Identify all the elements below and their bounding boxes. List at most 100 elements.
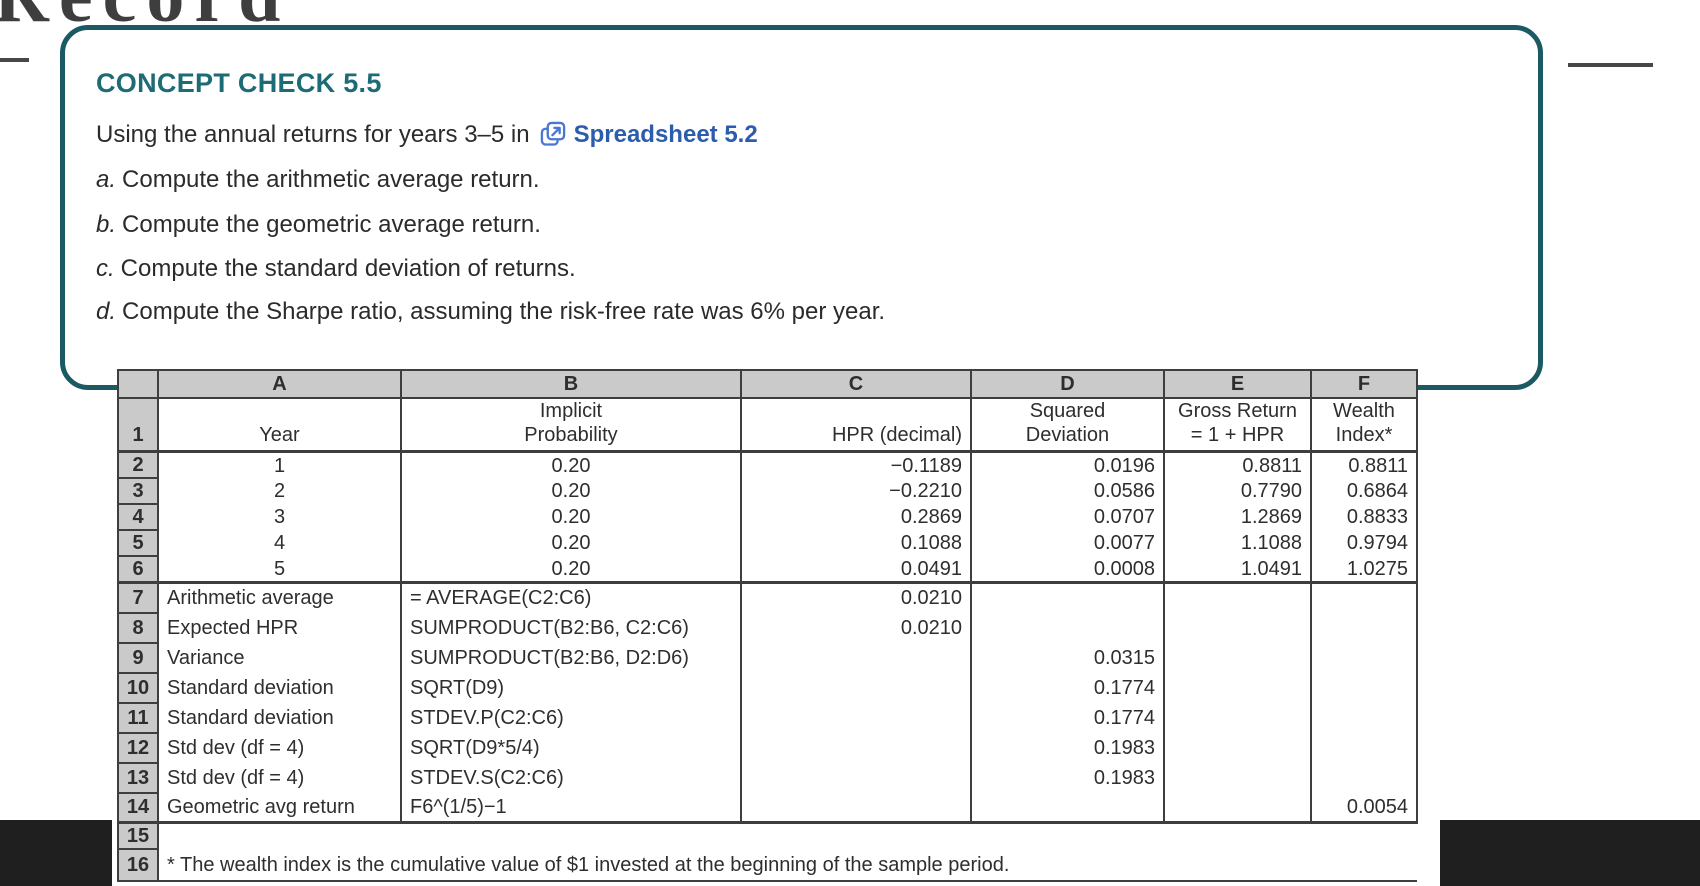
row-num-cell: 3 <box>117 477 159 505</box>
formula-cell: SQRT(D9) <box>400 672 742 703</box>
spreadsheet-5-2-link[interactable]: Spreadsheet 5.2 <box>573 121 758 148</box>
label-cell: Std dev (df = 4) <box>157 732 402 763</box>
sheet-header-row: 1 Year Implicit Probability HPR (decimal… <box>117 397 1418 453</box>
wealth-cell: 1.0275 <box>1310 556 1418 584</box>
wealth-cell: 0.8811 <box>1310 451 1418 478</box>
label-cell: Standard deviation <box>157 672 402 703</box>
col-letter-cell: A <box>157 369 402 399</box>
item-text: Compute the Sharpe ratio, assuming the r… <box>122 298 886 325</box>
hpr-cell: −0.1189 <box>740 451 972 478</box>
sheet-row: 11 Standard deviation STDEV.P(C2:C6) 0.1… <box>117 701 1418 734</box>
row-num-cell: 10 <box>117 671 159 704</box>
concept-check-title: CONCEPT CHECK 5.5 <box>96 68 382 98</box>
row-num-cell: 15 <box>117 821 159 850</box>
row-num-cell: 16 <box>117 848 159 882</box>
footnote-cell: * The wealth index is the cumulative val… <box>157 849 1417 882</box>
col-letter-cell: F <box>1310 369 1418 399</box>
item-letter: c. <box>96 255 115 282</box>
value-e-cell <box>1163 672 1312 703</box>
value-f-cell <box>1310 672 1418 703</box>
row-num-cell: 7 <box>117 581 159 614</box>
sheet-row: 15 <box>117 821 1417 850</box>
col-letter-cell: E <box>1163 369 1312 399</box>
item-letter: a. <box>96 166 117 193</box>
value-c-cell <box>740 792 972 824</box>
label-cell: Expected HPR <box>157 612 402 643</box>
value-d-cell <box>970 612 1165 643</box>
value-c-cell <box>740 732 972 763</box>
value-c-cell <box>740 702 972 733</box>
list-item-d: d. Compute the Sharpe ratio, assuming the… <box>96 298 885 326</box>
gross-header-cell: Gross Return = 1 + HPR <box>1163 398 1312 453</box>
value-f-cell <box>1310 762 1418 793</box>
label-cell: Arithmetic average <box>157 582 402 613</box>
gross-cell: 1.0491 <box>1163 556 1312 584</box>
value-e-cell <box>1163 792 1312 824</box>
gross-cell: 1.1088 <box>1163 530 1312 556</box>
year-cell: 1 <box>157 451 402 478</box>
sheet-row: 10 Standard deviation SQRT(D9) 0.1774 <box>117 671 1418 704</box>
sqdev-cell: 0.0707 <box>970 504 1165 530</box>
sheet-row: 6 5 0.20 0.0491 0.0008 1.0491 1.0275 <box>117 555 1418 584</box>
sheet-row: 7 Arithmetic average = AVERAGE(C2:C6) 0.… <box>117 581 1418 614</box>
row-num-cell: 4 <box>117 503 159 531</box>
list-item-b: b. Compute the geometric average return. <box>96 211 541 239</box>
sheet-row: 2 1 0.20 −0.1189 0.0196 0.8811 0.8811 <box>117 450 1418 479</box>
sheet-row: 12 Std dev (df = 4) SQRT(D9*5/4) 0.1983 <box>117 731 1418 764</box>
sheet-row: 13 Std dev (df = 4) STDEV.S(C2:C6) 0.198… <box>117 761 1418 794</box>
sqdev-cell: 0.0586 <box>970 478 1165 504</box>
value-e-cell <box>1163 762 1312 793</box>
sheet-row: 3 2 0.20 −0.2210 0.0586 0.7790 0.6864 <box>117 477 1418 505</box>
wealth-cell: 0.6864 <box>1310 478 1418 504</box>
value-e-cell <box>1163 582 1312 613</box>
sqdev-header-cell: Squared Deviation <box>970 398 1165 453</box>
value-f-cell <box>1310 642 1418 673</box>
sqdev-cell: 0.0008 <box>970 556 1165 584</box>
wealth-header-cell: Wealth Index* <box>1310 398 1418 453</box>
sheet-row: 5 4 0.20 0.1088 0.0077 1.1088 0.9794 <box>117 529 1418 557</box>
row-num-cell: 6 <box>117 555 159 584</box>
value-f-cell <box>1310 732 1418 763</box>
value-d-cell: 0.1774 <box>970 702 1165 733</box>
sheet-row: 4 3 0.20 0.2869 0.0707 1.2869 0.8833 <box>117 503 1418 531</box>
value-c-cell: 0.0210 <box>740 582 972 613</box>
label-cell: Standard deviation <box>157 702 402 733</box>
year-header-cell: Year <box>157 398 402 453</box>
value-d-cell: 0.1983 <box>970 762 1165 793</box>
row-num-cell: 13 <box>117 761 159 794</box>
concept-check-intro: Using the annual returns for years 3–5 i… <box>96 120 758 155</box>
year-cell: 5 <box>157 556 402 584</box>
value-d-cell <box>970 792 1165 824</box>
row-num-cell: 14 <box>117 791 159 824</box>
row-num-cell: 8 <box>117 611 159 644</box>
row-num-cell: 11 <box>117 701 159 734</box>
value-c-cell <box>740 762 972 793</box>
formula-cell: SUMPRODUCT(B2:B6, D2:D6) <box>400 642 742 673</box>
hpr-header-cell: HPR (decimal) <box>740 398 972 453</box>
formula-cell: STDEV.P(C2:C6) <box>400 702 742 733</box>
sqdev-cell: 0.0196 <box>970 451 1165 478</box>
value-e-cell <box>1163 732 1312 763</box>
formula-cell: = AVERAGE(C2:C6) <box>400 582 742 613</box>
item-text: Compute the standard deviation of return… <box>120 255 576 282</box>
value-f-cell: 0.0054 <box>1310 792 1418 824</box>
list-item-c: c. Compute the standard deviation of retu… <box>96 255 576 283</box>
value-e-cell <box>1163 612 1312 643</box>
prob-cell: 0.20 <box>400 478 742 504</box>
intro-text: Using the annual returns for years 3–5 i… <box>96 121 530 148</box>
value-f-cell <box>1310 612 1418 643</box>
year-cell: 2 <box>157 478 402 504</box>
formula-cell: F6^(1/5)−1 <box>400 792 742 824</box>
left-margin-rule <box>0 58 29 62</box>
value-f-cell <box>1310 582 1418 613</box>
gross-cell: 0.7790 <box>1163 478 1312 504</box>
label-cell: Variance <box>157 642 402 673</box>
prob-cell: 0.20 <box>400 504 742 530</box>
wealth-cell: 0.9794 <box>1310 530 1418 556</box>
row-num-cell: 12 <box>117 731 159 764</box>
value-c-cell <box>740 642 972 673</box>
item-letter: d. <box>96 298 117 325</box>
value-c-cell <box>740 672 972 703</box>
formula-cell: SQRT(D9*5/4) <box>400 732 742 763</box>
year-cell: 3 <box>157 504 402 530</box>
